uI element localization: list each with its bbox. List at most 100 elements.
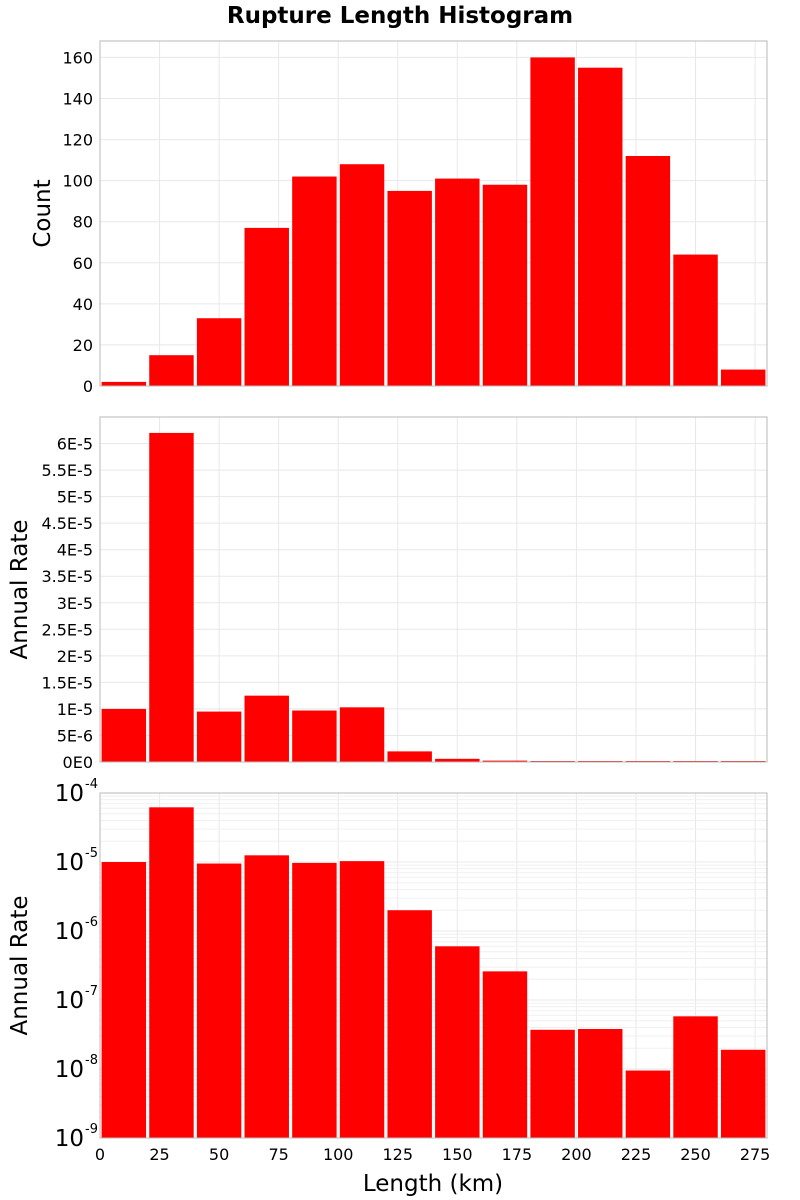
- grid-lines: [99, 417, 767, 763]
- bar: [625, 156, 671, 386]
- x-axis-title: Length (km): [363, 1171, 503, 1197]
- bar: [339, 707, 385, 762]
- y-tick-label: 10: [55, 919, 84, 945]
- y-tick-label: 140: [62, 90, 93, 109]
- y-tick-label: 0: [83, 377, 93, 396]
- y-tick-label: 4E-5: [57, 541, 93, 560]
- x-tick-label: 75: [268, 1145, 288, 1164]
- bar: [578, 67, 623, 387]
- x-tick-label: 100: [323, 1145, 354, 1164]
- bar: [482, 184, 528, 386]
- y-tick-label: 10: [55, 1057, 84, 1083]
- y-axis-title: Count: [30, 179, 56, 247]
- bars: [101, 432, 766, 762]
- y-axis-title: Annual Rate: [7, 896, 33, 1036]
- bar: [292, 862, 337, 1138]
- x-tick-label: 175: [502, 1145, 533, 1164]
- y-tick-exponent: -9: [85, 1122, 98, 1137]
- x-tick-label: 200: [561, 1145, 592, 1164]
- x-tick-label: 0: [95, 1145, 105, 1164]
- y-tick-label: 5E-6: [57, 726, 93, 745]
- y-tick-label: 10: [55, 850, 84, 876]
- y-tick-label: 6E-5: [57, 435, 93, 454]
- bar: [387, 190, 432, 386]
- bar: [625, 1070, 671, 1138]
- y-tick-label: 4.5E-5: [41, 514, 93, 533]
- count-histogram-panel: 0 20 40 60 80 100 120 140 160 Count: [30, 40, 768, 396]
- bar: [720, 369, 766, 386]
- y-tick-exponent: -5: [85, 846, 98, 861]
- bar: [101, 381, 147, 386]
- bar: [387, 751, 432, 762]
- bar: [673, 1016, 718, 1138]
- y-tick-label: 3.5E-5: [41, 567, 93, 586]
- y-tick-label: 40: [73, 295, 93, 314]
- bar: [292, 710, 337, 762]
- plot-frame: [99, 792, 768, 1139]
- y-tick-label: 1E-5: [57, 700, 93, 719]
- bar: [196, 711, 242, 762]
- bar: [720, 1049, 766, 1138]
- y-tick-exponent: -4: [85, 777, 98, 792]
- bar: [530, 57, 575, 387]
- y-tick-label: 10: [55, 988, 84, 1014]
- y-tick-labels: 0E0 5E-6 1E-5 1.5E-5 2E-5 2.5E-5 3E-5 3.5E-5 4E-…: [41, 435, 93, 772]
- x-tick-label: 225: [621, 1145, 652, 1164]
- bar: [244, 227, 289, 386]
- y-tick-labels: 10-910-810-710-610-510-4: [55, 777, 98, 1152]
- chart-title: Rupture Length Histogram: [227, 3, 573, 29]
- y-tick-label: 20: [73, 336, 93, 355]
- bar: [244, 695, 289, 762]
- y-tick-label: 100: [62, 172, 93, 191]
- y-tick-label: 10: [55, 1126, 84, 1152]
- plot-frame: [99, 40, 768, 387]
- y-axis-title: Annual Rate: [7, 520, 33, 660]
- x-tick-label: 125: [382, 1145, 413, 1164]
- bar: [530, 1029, 575, 1138]
- bar: [244, 855, 289, 1138]
- bar: [149, 432, 194, 762]
- shared-x-axis: 0 25 50 75 100 125 150 175 200 225 250 275: [95, 1145, 770, 1164]
- y-tick-label: 80: [73, 213, 93, 232]
- y-tick-label: 1.5E-5: [41, 673, 93, 692]
- bar: [339, 164, 385, 386]
- y-tick-exponent: -7: [85, 984, 98, 999]
- bar: [482, 760, 528, 762]
- y-tick-label: 2.5E-5: [41, 620, 93, 639]
- y-tick-label: 3E-5: [57, 594, 93, 613]
- y-tick-label: 5E-5: [57, 488, 93, 507]
- plot-frame: [99, 416, 768, 763]
- bars: [101, 807, 766, 1138]
- bar: [387, 910, 432, 1138]
- x-tick-label: 150: [442, 1145, 473, 1164]
- bar: [339, 861, 385, 1138]
- bar: [149, 807, 194, 1138]
- y-tick-label: 60: [73, 254, 93, 273]
- annual-rate-log-panel: 10-910-810-710-610-510 -4 Annual Rate: [7, 777, 768, 1152]
- y-tick-label: 160: [62, 48, 93, 67]
- bar: [673, 254, 718, 386]
- y-tick-label: 10: [55, 781, 84, 807]
- bars: [101, 57, 766, 387]
- x-tick-label: 50: [209, 1145, 229, 1164]
- y-tick-label: 2E-5: [57, 647, 93, 666]
- annual-rate-linear-panel: 0E0 5E-6 1E-5 1.5E-5 2E-5 2.5E-5 3E-5 3.5E-5 4E-…: [7, 416, 768, 772]
- bar: [196, 863, 242, 1138]
- y-tick-labels: 0 20 40 60 80 100 120 140 160: [62, 48, 93, 396]
- bar: [435, 178, 480, 386]
- y-tick-exponent: -6: [85, 915, 98, 930]
- bar: [292, 176, 337, 386]
- bar: [196, 318, 242, 386]
- bar: [482, 971, 528, 1138]
- x-tick-label: 25: [149, 1145, 169, 1164]
- bar: [149, 355, 194, 386]
- bar: [101, 862, 147, 1138]
- x-tick-label: 250: [680, 1145, 711, 1164]
- y-tick-label: 0E0: [63, 753, 93, 772]
- bar: [435, 758, 480, 762]
- y-tick-label: 5.5E-5: [41, 461, 93, 480]
- x-tick-label: 275: [740, 1145, 771, 1164]
- bar: [435, 946, 480, 1138]
- bar: [578, 1028, 623, 1138]
